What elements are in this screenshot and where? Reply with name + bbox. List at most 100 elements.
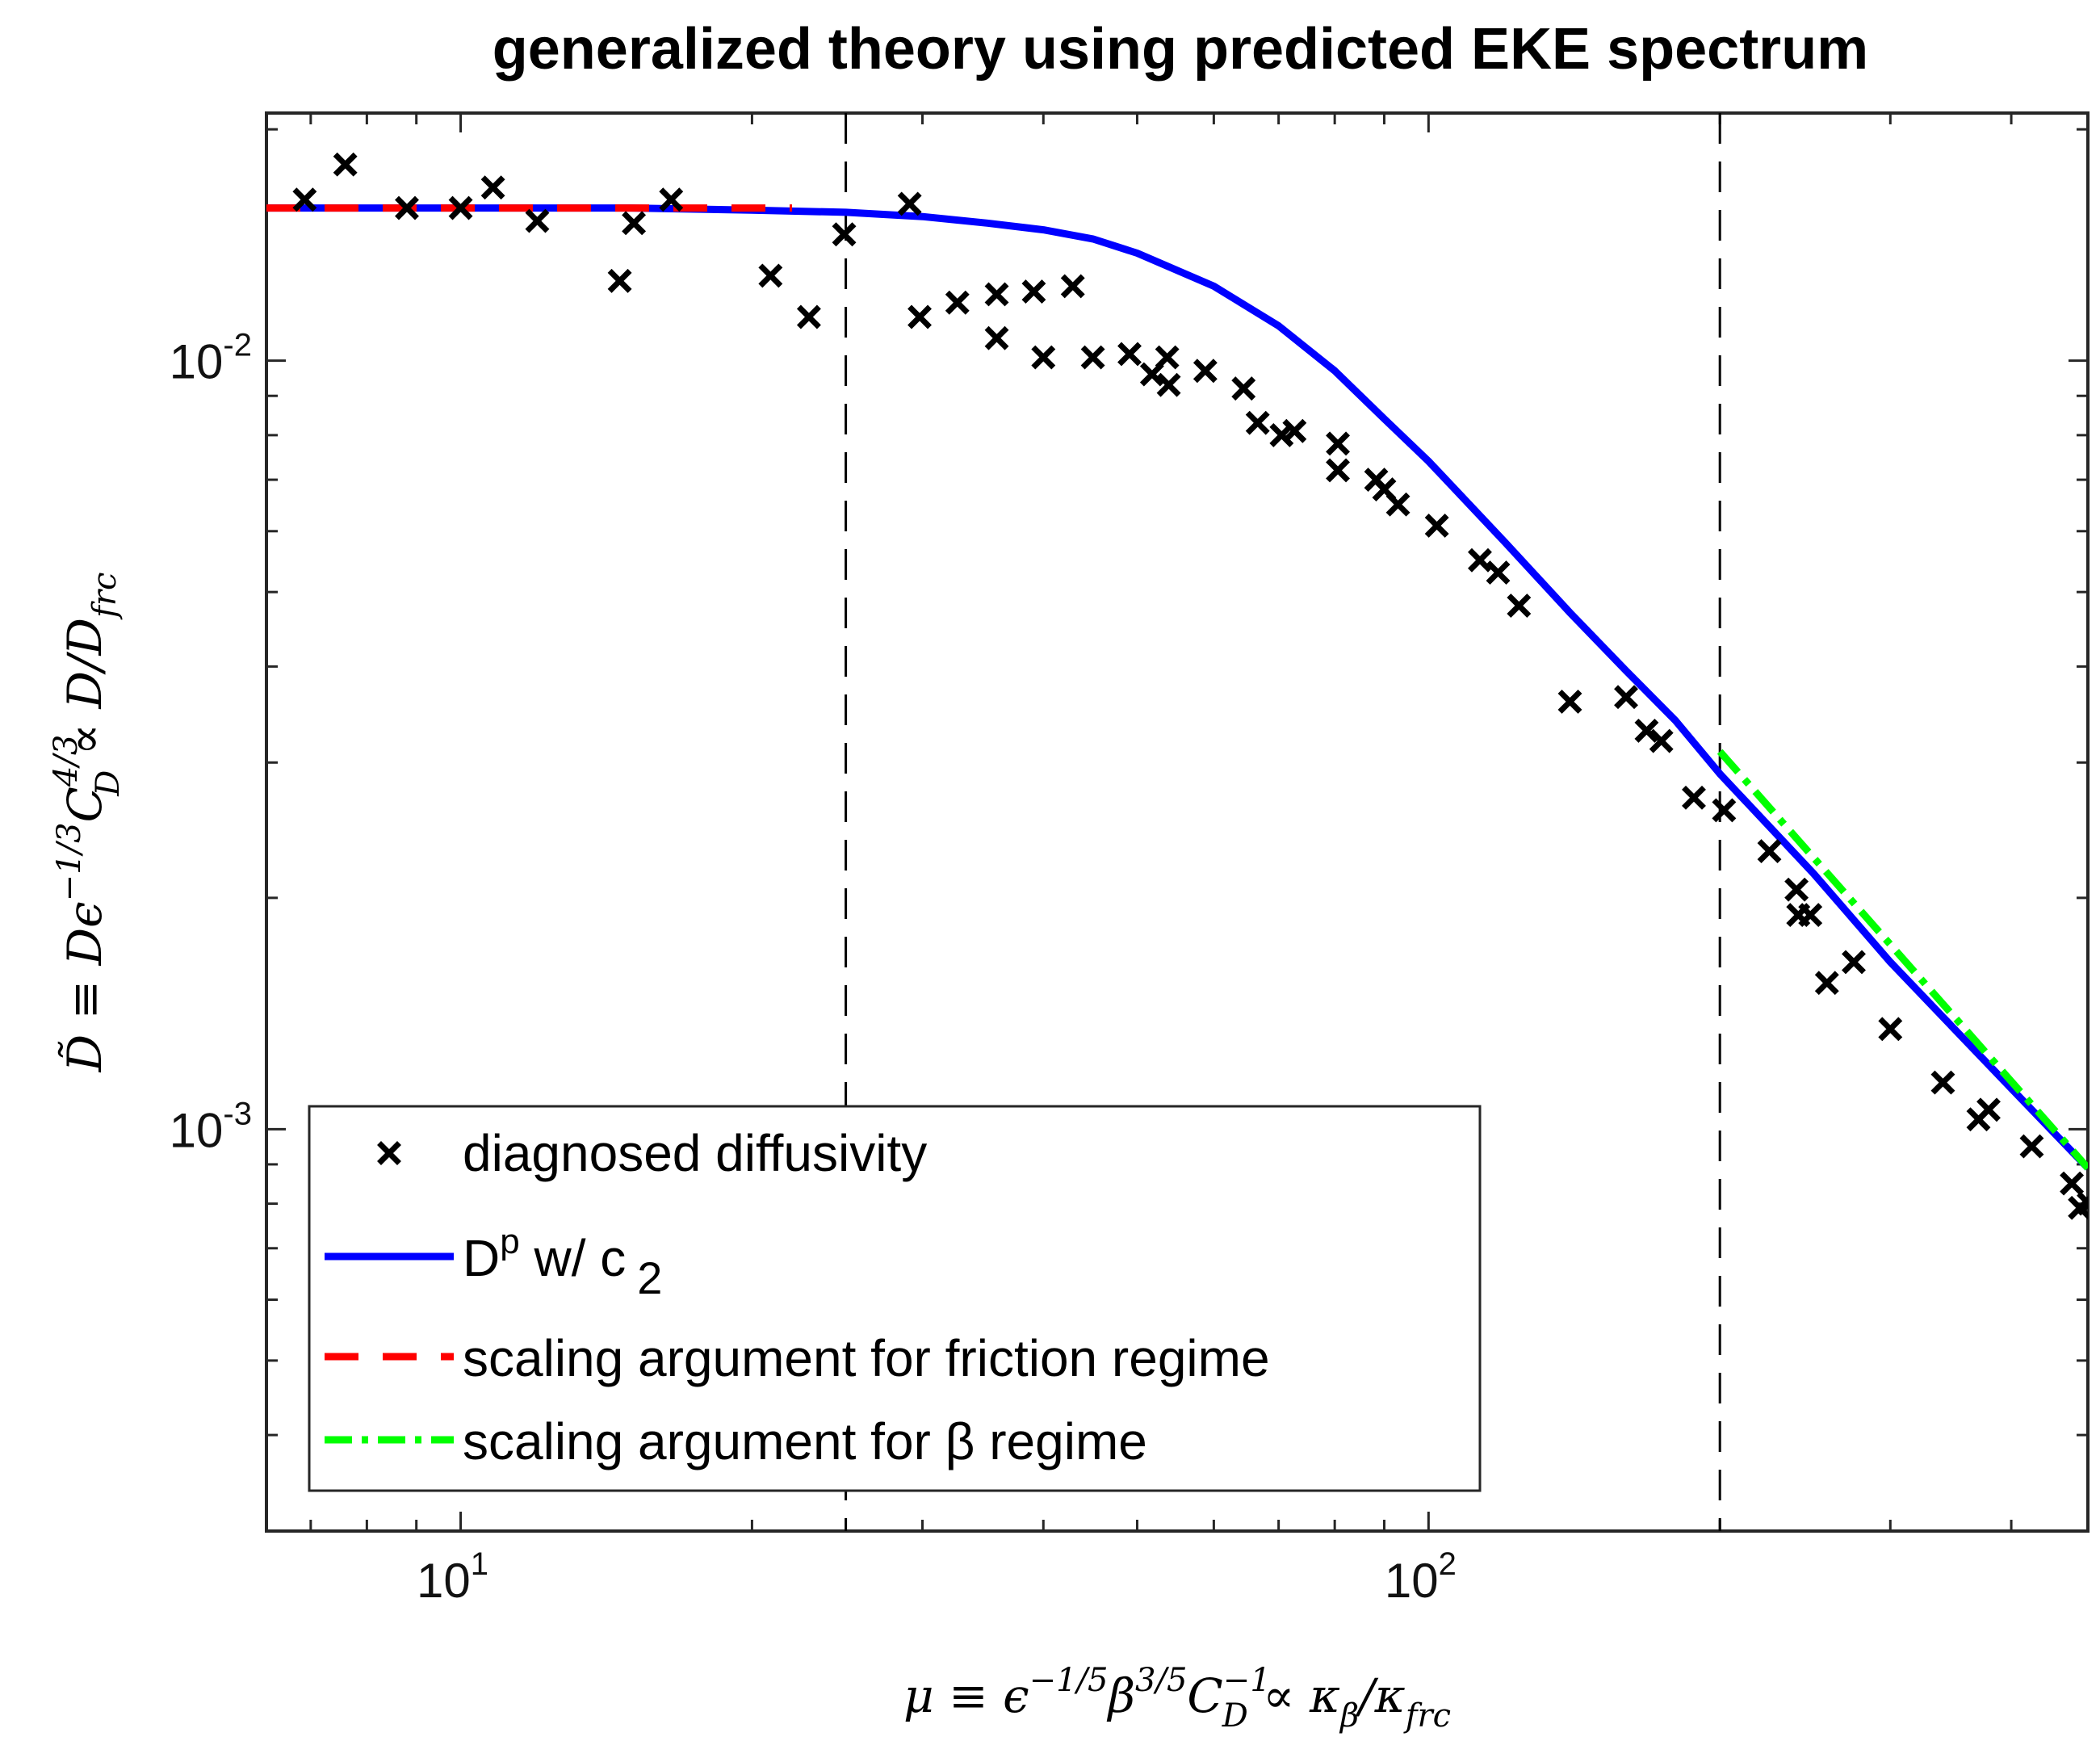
data-point-x [1634,718,1659,743]
data-point-x [292,187,317,212]
data-point-x [1231,376,1256,401]
data-point-stroke [1798,903,1823,928]
legend-label-friction: scaling argument for friction regime [463,1329,1270,1387]
data-point-stroke [984,282,1009,307]
data-point-stroke [1326,458,1351,483]
data-point-x [1878,1017,1903,1042]
data-point-stroke [2077,1200,2088,1216]
data-point-x [1326,431,1351,456]
data-point-stroke [1031,345,1056,370]
data-point-stroke [1117,342,1142,367]
data-point-x [1156,372,1181,397]
data-point-x [659,187,684,212]
data-point-stroke [1193,359,1218,384]
data-point-x [525,208,550,233]
data-point-stroke [1080,345,1105,370]
data-point-x [1080,345,1105,370]
data-point-stroke [607,268,632,293]
legend-label-beta: scaling argument for β regime [463,1412,1147,1470]
data-point-stroke [758,263,783,288]
data-point-stroke [1155,345,1180,370]
data-point-stroke [659,187,684,212]
data-point-x [1784,877,1809,902]
legend-label-diagnosed: diagnosed diffusivity [463,1124,927,1182]
series-line-solid [266,204,2088,1171]
data-point-x [480,175,505,200]
data-point-stroke [1468,547,1492,573]
data-point-stroke [1060,274,1085,299]
data-point-stroke [2060,1171,2085,1196]
data-point-x [1757,839,1782,864]
data-point-x [1557,689,1582,714]
data-point-stroke [945,290,970,315]
data-point-stroke [525,208,550,233]
data-point-x [2060,1171,2085,1196]
data-point-stroke [832,222,857,247]
data-point-stroke [2077,1191,2088,1207]
data-point-stroke [1231,376,1256,401]
data-point-x [1649,728,1674,753]
data-point-x [832,222,857,247]
y-tick-label: 10-3 [170,1096,252,1157]
data-point-x [2019,1134,2044,1159]
data-point-stroke [1976,1097,2001,1122]
data-point-x [1976,1097,2001,1122]
data-point-stroke [1021,279,1046,304]
data-point-x [1021,279,1046,304]
data-point-x [1060,274,1085,299]
data-point-stroke [907,304,932,329]
data-point-x [622,211,647,236]
data-point-x [1468,547,1492,573]
data-point-stroke [1282,418,1307,443]
x-axis-ticks: 101 102 [417,1546,1457,1608]
data-point-x [1814,971,1839,996]
legend-marker-x [377,1141,401,1165]
data-point-x [945,290,970,315]
data-point-x [796,304,821,329]
data-point-stroke [984,325,1009,350]
x-tick-label: 102 [1385,1546,1457,1608]
data-point-stroke [1486,560,1511,585]
data-point-stroke [1930,1070,1955,1095]
data-point-x [984,282,1009,307]
data-point-x [1326,458,1351,483]
data-point-stroke [1139,362,1164,387]
data-point-x [1282,418,1307,443]
data-point-x [1842,950,1866,975]
data-point-stroke [1245,410,1270,435]
y-tick-label: 10-2 [170,328,252,389]
data-point-x [907,304,932,329]
data-point-stroke [1385,492,1410,517]
data-point-x [1139,362,1164,387]
data-point-stroke [448,195,473,220]
data-point-stroke [1614,685,1638,710]
chart-title: generalized theory using predicted EKE s… [493,17,1868,82]
data-point-x [1507,594,1532,618]
y-axis-label: D̃ ≡ Dϵ−1/3C4/3 D ∝ D/Dfrc [48,573,127,1073]
legend-item-friction: scaling argument for friction regime [325,1329,1270,1387]
data-point-x [897,191,922,216]
data-point-x [1798,903,1823,928]
data-point-stroke [1757,839,1782,864]
data-point-x [1155,345,1180,370]
data-point-stroke [1269,422,1294,447]
data-point-x [1424,514,1449,538]
data-point-stroke [2019,1134,2044,1159]
legend-box [308,1105,1482,1492]
data-point-x [395,195,419,220]
data-point-stroke [1842,950,1866,975]
data-point-x [984,325,1009,350]
data-point-x [1117,342,1142,367]
minor-ticks [266,113,2088,1533]
data-point-stroke [1507,594,1532,618]
data-point-x [1385,492,1410,517]
data-point-x [1245,410,1270,435]
x-tick-label: 101 [417,1546,488,1608]
data-point-x [758,263,783,288]
data-point-stroke [1424,514,1449,538]
legend-item-diagnosed: diagnosed diffusivity [377,1124,927,1182]
data-point-stroke [1682,785,1706,810]
